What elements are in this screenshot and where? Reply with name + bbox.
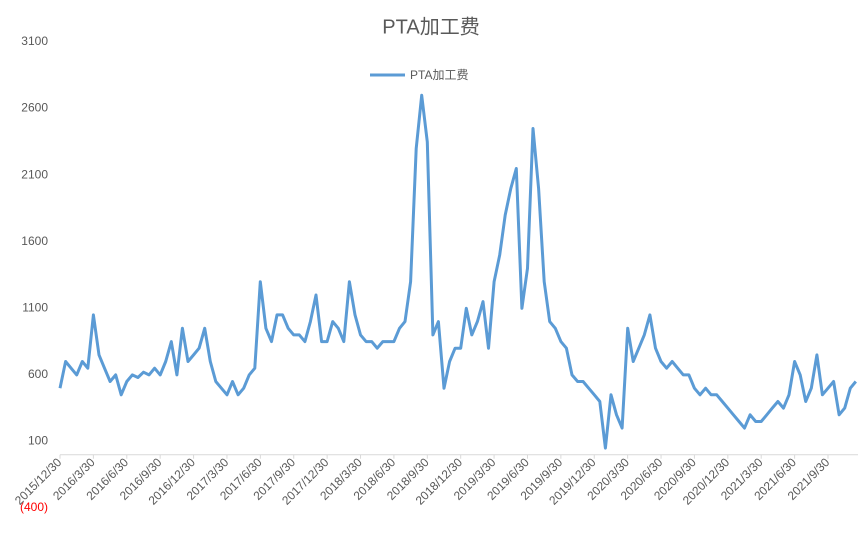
y-tick-label: 2600 [21,101,48,115]
y-tick-label: (400) [20,500,48,514]
y-tick-label: 100 [28,434,48,448]
y-tick-label: 2100 [21,167,48,181]
chart-title: PTA加工费 [382,15,479,38]
y-tick-label: 1600 [21,234,48,248]
legend-label: PTA加工费 [410,68,468,82]
data-line [58,93,857,450]
y-tick-label: 600 [28,367,48,381]
y-tick-label: 1100 [22,300,48,314]
y-tick-label: 3100 [21,34,48,48]
